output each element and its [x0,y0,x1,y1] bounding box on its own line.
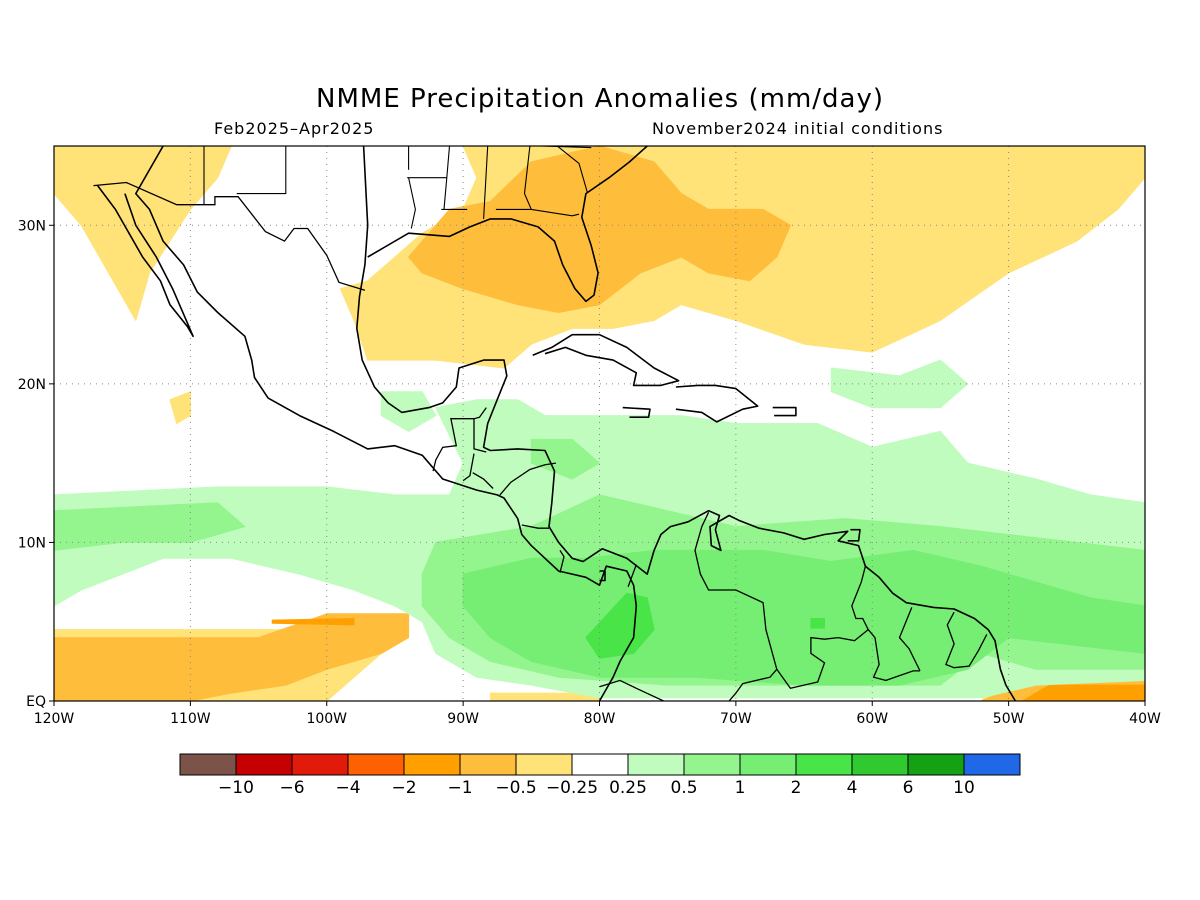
colorbar-label: −4 [335,778,360,798]
colorbar-label: 0.5 [670,778,697,798]
anomaly-region [585,592,655,659]
colorbar-label: −10 [218,778,254,798]
anomaly-region [1021,684,1145,701]
lon-tick-label: 120W [34,711,75,727]
state-border [556,146,588,193]
coastline [355,146,1017,701]
lat-tick-label: 30N [18,218,46,234]
colorbar-label: 10 [953,778,975,798]
lon-tick-label: 40W [1129,711,1161,727]
anomaly-region [810,618,825,629]
colorbar-swatch [739,753,797,776]
state-border [483,146,489,219]
anomaly-region [169,391,191,424]
colorbar-swatch [459,753,517,776]
lon-tick-label: 60W [856,711,888,727]
coastline [622,406,651,419]
anomaly-region [530,438,600,480]
lon-tick-label: 80W [584,711,616,727]
colorbar-swatch [515,753,573,776]
country-border [462,453,475,482]
country-border [473,418,487,453]
lon-tick-label: 110W [170,711,211,727]
country-border [472,472,494,489]
country-border [867,629,920,682]
coastline [367,146,648,303]
lat-tick-label: 10N [18,535,46,551]
colorbar-label: 4 [847,778,858,798]
country-border [898,607,921,672]
coastline [599,570,606,582]
anomaly-region [489,692,600,701]
graticule [54,146,1145,701]
colorbar-swatch [571,753,629,776]
colorbar-swatch [179,753,237,776]
lon-tick-label: 90W [447,711,479,727]
lon-tick-label: 50W [993,711,1025,727]
colorbar-label: −2 [391,778,416,798]
colorbar-swatch [851,753,909,776]
anomaly-region [54,613,410,701]
lat-tick-label: EQ [26,694,46,710]
colorbar-label: −1 [447,778,472,798]
country-border [432,407,487,472]
colorbar-label: −0.25 [546,778,598,798]
colorbar-swatch [403,753,461,776]
lon-tick-label: 70W [720,711,752,727]
coastline [772,406,797,417]
state-border [236,146,287,195]
lon-tick-label: 100W [306,711,347,727]
colorbar-swatch [627,753,685,776]
country-border [499,462,556,496]
colorbar-label: 1 [735,778,746,798]
forecast-period: Feb2025–Apr2025 [214,119,375,138]
country-border [559,550,565,573]
colorbar-label: −0.5 [495,778,536,798]
coastline-layer [93,146,1017,701]
colorbar-label: 2 [791,778,802,798]
colorbar-label: −6 [279,778,304,798]
coastline [135,146,638,701]
colorbar-swatch [795,753,853,776]
colorbar-label: 6 [903,778,914,798]
colorbar-swatch [907,753,965,776]
coastline [675,384,759,423]
colorbar: −10 −6 −4 −2 −1 −0.5 −0.25 0.25 0.5 1 2 4 6 10 [179,753,1021,798]
initial-conditions: November2024 initial conditions [652,119,944,138]
anomaly-region [408,146,791,313]
lat-tick-label: 20N [18,377,46,393]
state-border [408,177,416,229]
country-border [93,181,366,291]
state-border [531,208,580,217]
anomaly-region [54,146,232,321]
state-border [495,146,533,210]
map-title: NMME Precipitation Anomalies (mm/day) [316,84,884,114]
anomaly-region [830,359,969,409]
colorbar-swatch [291,753,349,776]
colorbar-swatch [235,753,293,776]
country-border [521,524,549,529]
country-border [945,611,988,669]
coastline [847,528,861,542]
country-border [599,679,664,701]
coastline [532,333,680,387]
anomaly-region [271,618,355,626]
country-border [776,566,870,690]
anomaly-fill-layer [54,146,1145,701]
coastline [96,185,194,338]
country-border [627,564,637,588]
colorbar-swatch [347,753,405,776]
colorbar-label: 0.25 [609,778,647,798]
colorbar-swatch [963,753,1021,776]
country-border [694,512,778,701]
colorbar-swatch [683,753,741,776]
